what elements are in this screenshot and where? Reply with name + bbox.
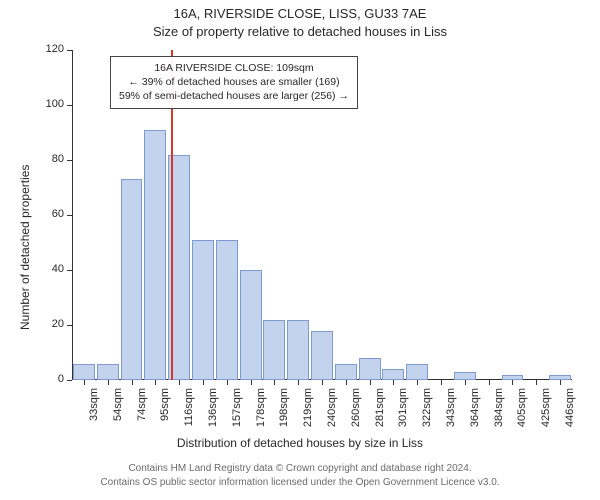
x-tick-label: 425sqm xyxy=(540,388,552,438)
x-tick-label: 178sqm xyxy=(255,388,267,438)
chart-canvas: 16A, RIVERSIDE CLOSE, LISS, GU33 7AE Siz… xyxy=(0,0,600,500)
x-tick-mark xyxy=(251,380,252,385)
x-tick-mark xyxy=(560,380,561,385)
x-tick-mark xyxy=(370,380,371,385)
chart-subtitle: Size of property relative to detached ho… xyxy=(0,24,600,39)
histogram-bar xyxy=(359,358,381,380)
x-tick-label: 219sqm xyxy=(302,388,314,438)
histogram-bar xyxy=(382,369,404,380)
y-tick-label: 60 xyxy=(34,208,64,220)
histogram-bar xyxy=(454,372,476,380)
x-tick-label: 33sqm xyxy=(88,388,100,438)
histogram-bar xyxy=(311,331,333,381)
histogram-bar xyxy=(216,240,238,380)
histogram-bar xyxy=(144,130,166,380)
x-tick-mark xyxy=(417,380,418,385)
y-tick-mark xyxy=(67,380,72,381)
histogram-bar xyxy=(97,364,119,381)
attribution-text: Contains HM Land Registry data © Crown c… xyxy=(0,462,600,489)
annotation-box: 16A RIVERSIDE CLOSE: 109sqm← 39% of deta… xyxy=(110,56,358,109)
plot-area: 16A RIVERSIDE CLOSE: 109sqm← 39% of deta… xyxy=(72,50,572,380)
x-tick-label: 405sqm xyxy=(516,388,528,438)
x-tick-mark xyxy=(132,380,133,385)
x-tick-mark xyxy=(84,380,85,385)
x-tick-mark xyxy=(227,380,228,385)
x-tick-label: 136sqm xyxy=(207,388,219,438)
x-tick-mark xyxy=(465,380,466,385)
x-tick-mark xyxy=(536,380,537,385)
x-tick-label: 198sqm xyxy=(278,388,290,438)
x-tick-mark xyxy=(108,380,109,385)
y-tick-mark xyxy=(67,50,72,51)
y-tick-mark xyxy=(67,105,72,106)
y-tick-label: 80 xyxy=(34,153,64,165)
x-tick-mark xyxy=(322,380,323,385)
x-tick-label: 116sqm xyxy=(183,388,195,438)
y-tick-label: 20 xyxy=(34,318,64,330)
x-tick-mark xyxy=(489,380,490,385)
attribution-line-1: Contains HM Land Registry data © Crown c… xyxy=(128,463,471,474)
annotation-line-3: 59% of semi-detached houses are larger (… xyxy=(119,89,349,103)
histogram-bar xyxy=(335,364,357,381)
y-tick-label: 0 xyxy=(34,373,64,385)
y-tick-mark xyxy=(67,160,72,161)
x-tick-label: 364sqm xyxy=(469,388,481,438)
histogram-bar xyxy=(192,240,214,380)
x-tick-label: 95sqm xyxy=(159,388,171,438)
y-tick-label: 40 xyxy=(34,263,64,275)
chart-title: 16A, RIVERSIDE CLOSE, LISS, GU33 7AE xyxy=(0,6,600,21)
x-tick-mark xyxy=(274,380,275,385)
x-tick-label: 260sqm xyxy=(350,388,362,438)
y-axis-label: Number of detached properties xyxy=(18,165,32,330)
histogram-bar xyxy=(406,364,428,381)
annotation-line-1: 16A RIVERSIDE CLOSE: 109sqm xyxy=(119,61,349,75)
histogram-bar xyxy=(73,364,95,381)
x-tick-mark xyxy=(179,380,180,385)
x-tick-label: 54sqm xyxy=(112,388,124,438)
x-tick-label: 384sqm xyxy=(493,388,505,438)
y-tick-mark xyxy=(67,215,72,216)
x-tick-mark xyxy=(203,380,204,385)
histogram-bar xyxy=(263,320,285,381)
x-tick-label: 301sqm xyxy=(397,388,409,438)
x-tick-label: 240sqm xyxy=(326,388,338,438)
x-tick-label: 446sqm xyxy=(564,388,576,438)
x-tick-mark xyxy=(155,380,156,385)
x-tick-label: 281sqm xyxy=(374,388,386,438)
x-tick-mark xyxy=(441,380,442,385)
x-tick-label: 74sqm xyxy=(136,388,148,438)
x-tick-mark xyxy=(512,380,513,385)
histogram-bar xyxy=(287,320,309,381)
x-tick-label: 157sqm xyxy=(231,388,243,438)
y-tick-label: 100 xyxy=(34,98,64,110)
x-tick-mark xyxy=(298,380,299,385)
x-tick-label: 322sqm xyxy=(421,388,433,438)
attribution-line-2: Contains OS public sector information li… xyxy=(100,477,499,488)
x-axis-label: Distribution of detached houses by size … xyxy=(0,436,600,450)
histogram-bar xyxy=(121,179,143,380)
histogram-bar xyxy=(240,270,262,380)
x-tick-mark xyxy=(346,380,347,385)
y-axis-line xyxy=(72,50,73,380)
y-tick-mark xyxy=(67,325,72,326)
x-tick-label: 343sqm xyxy=(445,388,457,438)
x-tick-mark xyxy=(393,380,394,385)
y-tick-label: 120 xyxy=(34,43,64,55)
annotation-line-2: ← 39% of detached houses are smaller (16… xyxy=(119,75,349,89)
y-tick-mark xyxy=(67,270,72,271)
